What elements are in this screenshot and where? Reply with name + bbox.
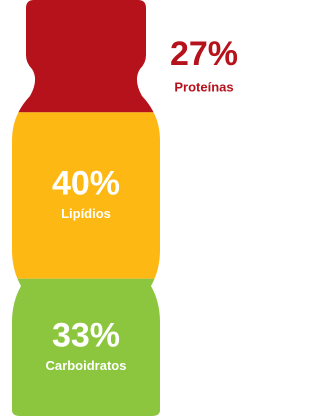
value-label: 40% — [52, 165, 120, 203]
category-label: Proteínas — [174, 79, 233, 94]
segment — [0, 279, 241, 416]
category-label: Carboidratos — [46, 358, 127, 373]
segment — [0, 112, 241, 278]
chart: 27% Proteínas 40% Lipídios 33% Carboidratos — [0, 0, 241, 416]
value-label: 27% — [170, 35, 238, 73]
category-label: Lipídios — [61, 206, 111, 221]
value-label: 33% — [52, 316, 120, 354]
